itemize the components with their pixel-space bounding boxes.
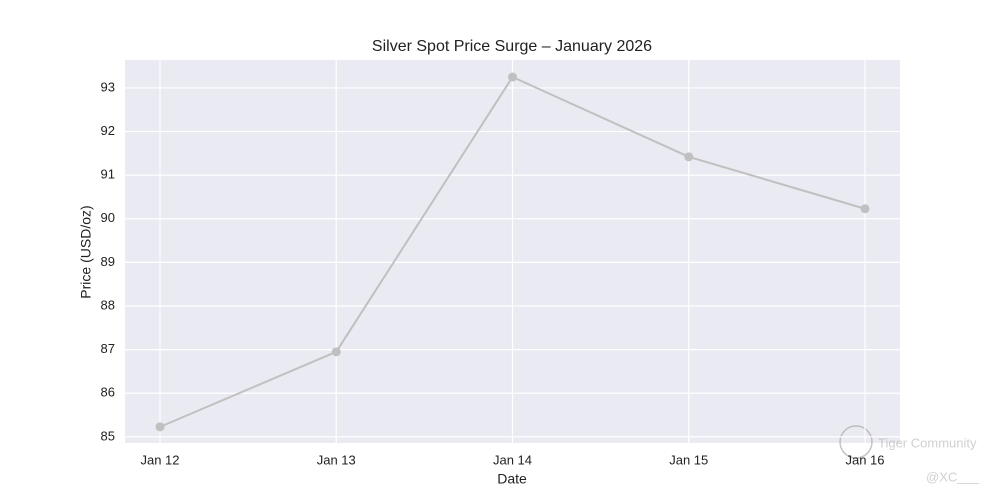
point (508, 72, 517, 82)
y-tick-label: 90 (101, 210, 115, 225)
y-tick-label: 92 (101, 123, 115, 138)
x-tick-label: Jan 12 (140, 452, 179, 467)
y-tick-label: 86 (101, 385, 115, 400)
chart-title: Silver Spot Price Surge – January 2026 (372, 38, 652, 55)
grid (125, 60, 900, 443)
y-tick-label: 93 (101, 79, 115, 94)
x-tick-label: Jan 14 (493, 452, 532, 467)
y-tick-label: 85 (101, 428, 115, 443)
watermark: Tiger Community @XC___ (839, 425, 980, 484)
watermark-logo (839, 425, 873, 459)
x-tick-label: Jan 16 (845, 452, 884, 467)
point (155, 422, 165, 432)
x-tick-label: Jan 15 (669, 452, 708, 467)
y-tick-label: 87 (101, 341, 115, 356)
y-axis-label: Price (USD/oz) (78, 205, 94, 298)
watermark-handle: @XC___ (926, 469, 980, 484)
y-tick-label: 89 (101, 254, 115, 269)
y-tick-label: 91 (101, 167, 115, 182)
x-tick-label: Jan 13 (317, 452, 356, 467)
watermark-brand: Tiger Community (878, 435, 977, 450)
point (331, 347, 341, 357)
y-tick-label: 88 (101, 297, 115, 312)
point (684, 152, 694, 162)
point (860, 204, 870, 214)
x-axis-label: Date (497, 471, 527, 487)
